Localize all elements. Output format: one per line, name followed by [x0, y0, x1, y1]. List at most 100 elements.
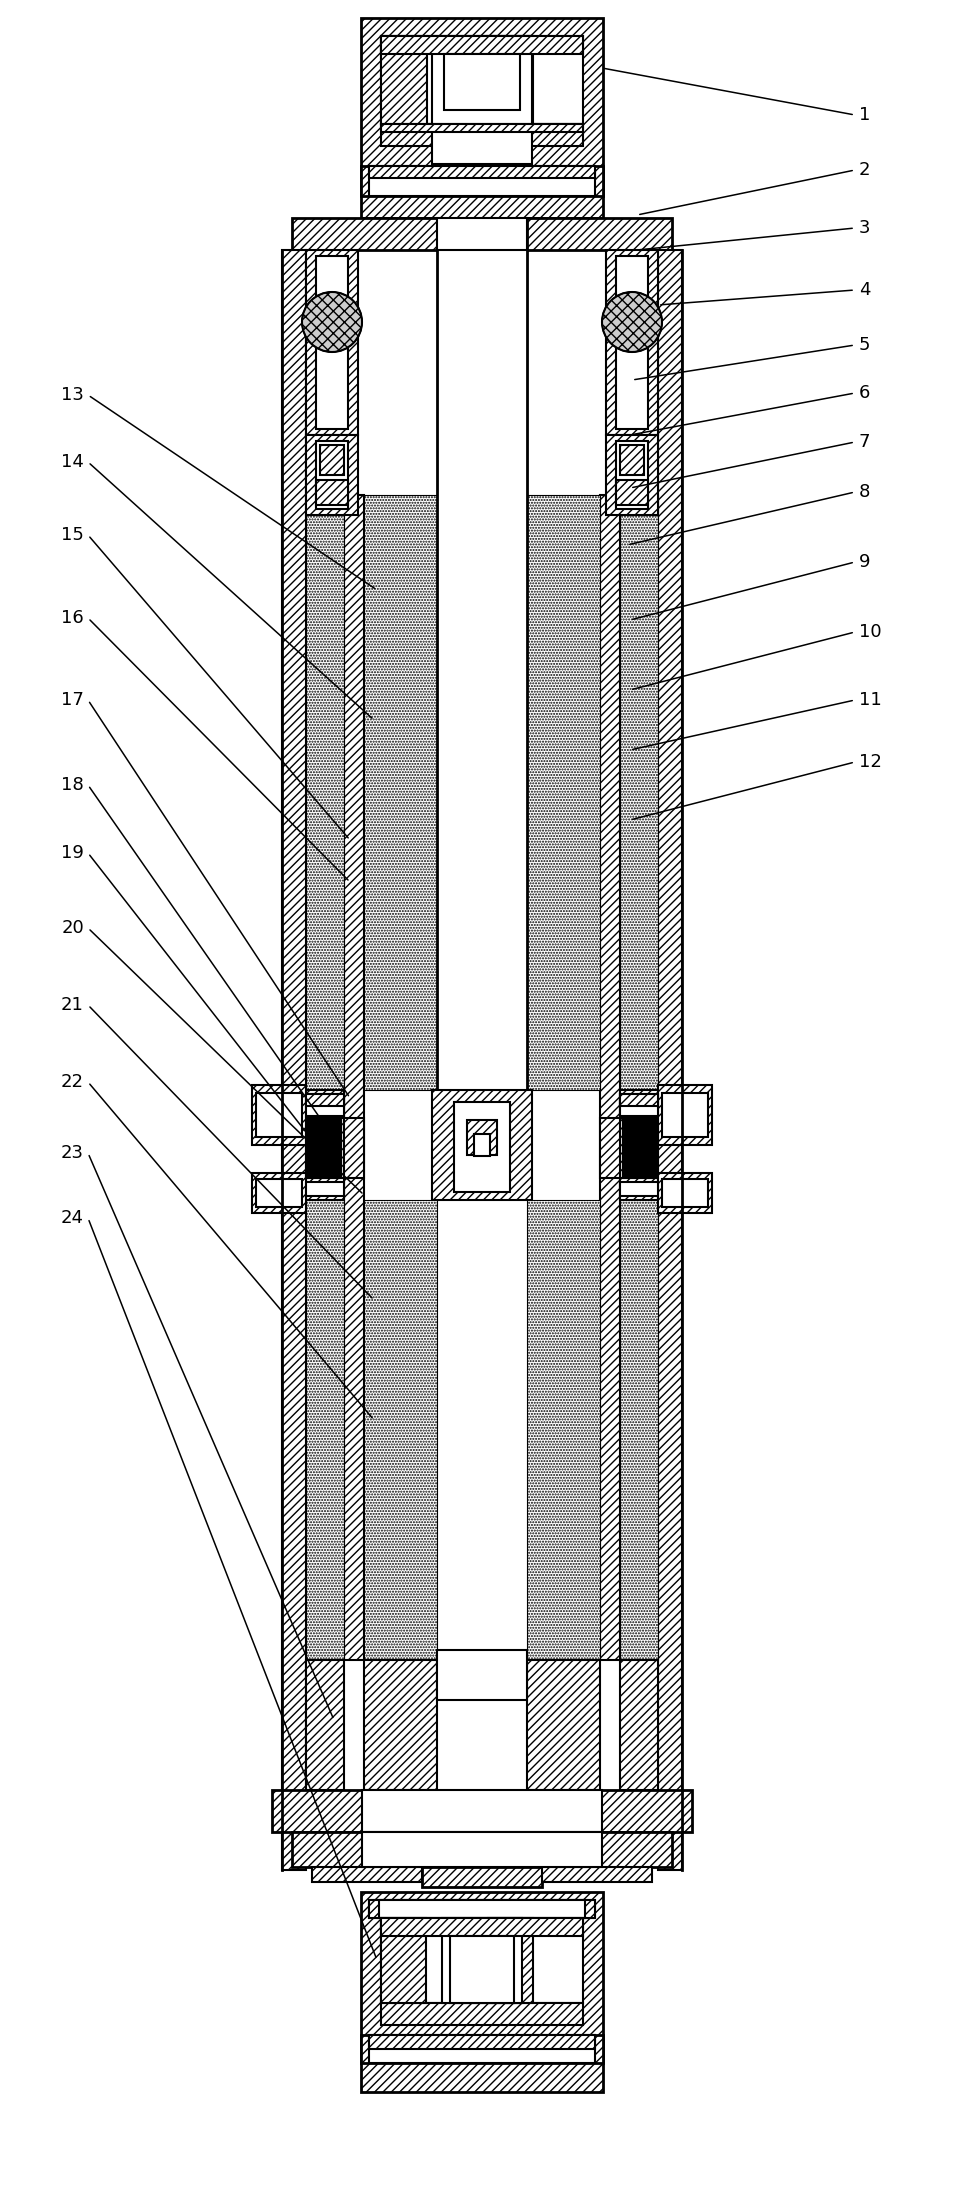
Text: 7: 7 [859, 434, 870, 451]
Bar [381, 35, 583, 55]
Bar [344, 1117, 364, 1179]
Bar [542, 1867, 652, 1882]
Bar [437, 1650, 527, 1700]
Bar [272, 1790, 692, 1832]
Bar [620, 1661, 658, 1790]
Bar [620, 1093, 658, 1115]
Bar [369, 167, 595, 195]
Bar [369, 2035, 595, 2064]
Text: 6: 6 [859, 383, 870, 401]
Bar [616, 440, 648, 508]
Bar [381, 125, 583, 131]
Bar [606, 250, 658, 436]
Bar [316, 256, 348, 429]
Bar [369, 167, 595, 177]
Text: 17: 17 [61, 690, 84, 710]
Text: 19: 19 [61, 844, 84, 861]
Text: 5: 5 [859, 335, 870, 355]
Bar [620, 1201, 658, 1661]
Text: 3: 3 [859, 219, 870, 237]
Bar [450, 1937, 514, 2003]
Bar [437, 217, 527, 1131]
Bar [381, 35, 583, 125]
Text: 10: 10 [859, 622, 882, 642]
Bar [600, 1117, 620, 1179]
Bar [306, 1093, 344, 1106]
Circle shape [302, 291, 362, 353]
Bar [306, 436, 358, 515]
Bar [312, 1867, 422, 1882]
Bar [662, 1179, 708, 1207]
Bar [444, 55, 520, 110]
Bar [467, 1120, 497, 1155]
Bar [658, 1172, 712, 1214]
Bar [344, 495, 364, 1661]
Bar [361, 18, 603, 217]
Text: 9: 9 [859, 552, 870, 572]
Bar [381, 125, 583, 147]
Bar [437, 217, 527, 250]
Text: 1: 1 [859, 105, 870, 125]
Bar [306, 1089, 344, 1120]
Bar [361, 2035, 603, 2064]
Bar [381, 2003, 583, 2024]
Bar [616, 256, 648, 429]
Bar [369, 2035, 595, 2049]
Bar [606, 436, 658, 515]
Bar [306, 495, 344, 1089]
Circle shape [602, 291, 662, 353]
Bar [364, 1201, 437, 1661]
Text: 24: 24 [61, 1209, 84, 1227]
Bar [620, 1181, 658, 1196]
Text: 11: 11 [859, 690, 882, 710]
Bar [306, 1093, 344, 1115]
Bar [620, 1117, 623, 1179]
Text: 22: 22 [61, 1074, 84, 1091]
Text: 23: 23 [61, 1144, 84, 1161]
Bar [292, 217, 672, 250]
Bar [442, 1917, 522, 2003]
Bar [364, 1661, 437, 1790]
Bar [527, 495, 600, 1089]
Bar [369, 1900, 595, 1917]
Bar [306, 250, 358, 436]
Bar [662, 1093, 708, 1137]
Text: 21: 21 [61, 997, 84, 1014]
Bar [361, 1893, 603, 2092]
Bar [316, 440, 348, 508]
Bar [658, 1085, 712, 1146]
Bar [620, 495, 658, 1089]
Bar [620, 1179, 658, 1201]
Bar [369, 1900, 595, 1917]
Bar [658, 250, 682, 1869]
Bar [362, 1832, 602, 1867]
Text: 14: 14 [61, 454, 84, 471]
Bar [320, 445, 344, 475]
Bar [616, 480, 648, 504]
Bar [306, 1201, 344, 1661]
Bar [620, 1093, 658, 1106]
Bar [381, 1917, 426, 2003]
Text: 13: 13 [61, 386, 84, 403]
Text: 4: 4 [859, 280, 870, 298]
Bar [432, 1089, 532, 1201]
Bar [361, 167, 603, 195]
Bar [422, 1867, 542, 1886]
Bar [256, 1179, 302, 1207]
Bar [316, 480, 348, 504]
Bar [527, 1201, 600, 1661]
Bar [432, 125, 532, 164]
Text: 12: 12 [859, 754, 882, 771]
Bar [379, 1900, 585, 1917]
Bar [487, 35, 533, 125]
Bar [432, 35, 532, 125]
Bar [623, 1117, 658, 1179]
Text: 2: 2 [859, 160, 870, 180]
Bar [306, 1181, 344, 1196]
Bar [620, 445, 644, 475]
Bar [381, 1917, 583, 2003]
Bar [252, 1172, 306, 1214]
Bar [527, 1661, 600, 1790]
Bar [474, 1135, 490, 1157]
Bar [620, 1089, 658, 1120]
